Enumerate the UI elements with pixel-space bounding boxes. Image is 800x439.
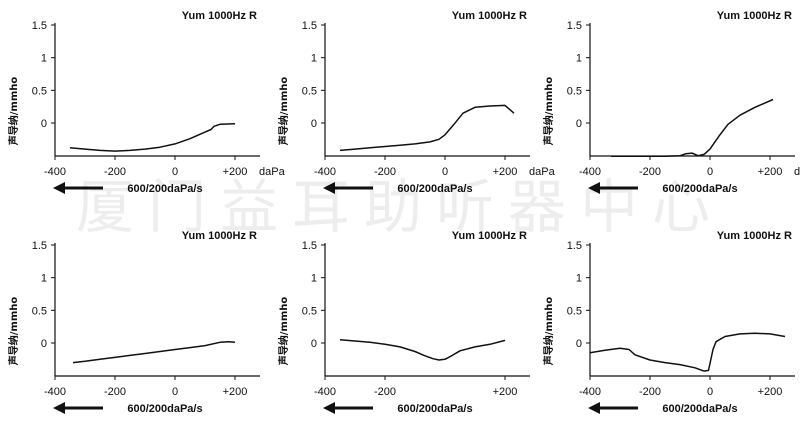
x-tick-label: -400 bbox=[314, 166, 336, 178]
left-arrow-icon bbox=[53, 402, 65, 414]
y-tick-label: 1.5 bbox=[302, 20, 317, 32]
y-tick-label: 0.5 bbox=[567, 85, 582, 97]
y-tick-label: 0 bbox=[311, 118, 317, 130]
series-line bbox=[69, 122, 236, 152]
chart-title: Yum 1000Hz R bbox=[182, 10, 257, 22]
y-axis-label: 声导纳/mmho bbox=[542, 77, 555, 147]
chart-title: Yum 1000Hz R bbox=[717, 230, 792, 242]
y-tick-label: 1.5 bbox=[302, 240, 317, 252]
series-line bbox=[72, 340, 236, 364]
x-tick-label: +200 bbox=[223, 386, 248, 398]
rate-label: 600/200daPa/s bbox=[397, 403, 472, 415]
series-line bbox=[339, 104, 515, 152]
x-tick-label: 0 bbox=[707, 386, 713, 398]
y-axis-label: 声导纳/mmho bbox=[7, 297, 20, 367]
y-tick-label: 0.5 bbox=[32, 85, 47, 97]
y-tick-label: 1.5 bbox=[32, 240, 47, 252]
chart-title: Yum 1000Hz R bbox=[452, 10, 527, 22]
panel-4: Yum 1000Hz R 0 0.5 1 1.5 声导纳/mmho -400 -200 0 +20… bbox=[7, 230, 260, 415]
left-arrow-icon bbox=[323, 182, 335, 194]
x-tick-label: -400 bbox=[44, 386, 66, 398]
y-tick-label: 0.5 bbox=[567, 305, 582, 317]
x-tick-label: +200 bbox=[493, 166, 518, 178]
x-tick-label: +200 bbox=[493, 386, 518, 398]
y-tick-label: 0 bbox=[576, 338, 582, 350]
x-tick-label: +200 bbox=[758, 166, 783, 178]
x-tick-label: -200 bbox=[374, 166, 396, 178]
x-axis-unit: daPa bbox=[529, 166, 556, 178]
panel-6: Yum 1000Hz R 0 0.5 1 1.5 声导纳/mmho -400 -200 0 +20… bbox=[542, 230, 795, 415]
y-tick-label: 1 bbox=[311, 273, 317, 285]
x-tick-label: -400 bbox=[314, 386, 336, 398]
y-tick-label: 0 bbox=[576, 118, 582, 130]
panel-5: Yum 1000Hz R 0 0.5 1 1.5 声导纳/mmho -400 -200 +200… bbox=[277, 230, 530, 415]
x-tick-label: 0 bbox=[172, 166, 178, 178]
rate-label: 600/200daPa/s bbox=[662, 403, 737, 415]
rate-label: 600/200daPa/s bbox=[662, 183, 737, 195]
y-tick-label: 1 bbox=[311, 53, 317, 65]
y-tick-label: 0 bbox=[41, 338, 47, 350]
panel-3: Yum 1000Hz R 0 0.5 1 1.5 声导纳/mmho -400 -200 0 +20… bbox=[542, 10, 800, 195]
series-line bbox=[589, 332, 786, 372]
x-tick-label: 0 bbox=[442, 166, 448, 178]
chart-title: Yum 1000Hz R bbox=[717, 10, 792, 22]
left-arrow-icon bbox=[323, 402, 335, 414]
x-tick-label: +200 bbox=[223, 166, 248, 178]
x-tick-label: -400 bbox=[44, 166, 66, 178]
y-axis-label: 声导纳/mmho bbox=[542, 297, 555, 367]
y-tick-label: 0 bbox=[311, 338, 317, 350]
x-tick-label: 0 bbox=[172, 386, 178, 398]
y-axis-label: 声导纳/mmho bbox=[277, 297, 290, 367]
rate-label: 600/200daPa/s bbox=[127, 403, 202, 415]
series-line bbox=[611, 98, 774, 158]
x-tick-label: -200 bbox=[104, 166, 126, 178]
y-axis-label: 声导纳/mmho bbox=[277, 77, 290, 147]
chart-title: Yum 1000Hz R bbox=[182, 230, 257, 242]
x-tick-label: -200 bbox=[639, 386, 661, 398]
left-arrow-icon bbox=[588, 402, 600, 414]
x-tick-label: -400 bbox=[579, 386, 601, 398]
panel-2: Yum 1000Hz R 0 0.5 1 1.5 声导纳/mmho -400 -200 0 +20… bbox=[277, 10, 556, 195]
x-tick-label: -400 bbox=[579, 166, 601, 178]
y-tick-label: 0.5 bbox=[302, 85, 317, 97]
panel-1: Yum 1000Hz R 0 0.5 1 1.5 声导纳/mmho -400 -200 0 +20… bbox=[7, 10, 286, 195]
y-tick-label: 1.5 bbox=[567, 240, 582, 252]
rate-label: 600/200daPa/s bbox=[127, 183, 202, 195]
x-tick-label: 0 bbox=[707, 166, 713, 178]
y-tick-label: 0.5 bbox=[302, 305, 317, 317]
x-axis-unit: daPa bbox=[259, 166, 286, 178]
x-tick-label: +200 bbox=[758, 386, 783, 398]
x-axis-unit: daPa bbox=[794, 166, 800, 178]
y-tick-label: 0 bbox=[41, 118, 47, 130]
chart-title: Yum 1000Hz R bbox=[452, 230, 527, 242]
y-axis-label: 声导纳/mmho bbox=[7, 77, 20, 147]
y-tick-label: 1 bbox=[41, 53, 47, 65]
y-tick-label: 1 bbox=[576, 53, 582, 65]
x-tick-label: -200 bbox=[104, 386, 126, 398]
series-line bbox=[339, 338, 506, 361]
left-arrow-icon bbox=[588, 182, 600, 194]
x-tick-label: -200 bbox=[374, 386, 396, 398]
y-tick-label: 1.5 bbox=[32, 20, 47, 32]
y-tick-label: 1 bbox=[41, 273, 47, 285]
y-tick-label: 1 bbox=[576, 273, 582, 285]
left-arrow-icon bbox=[53, 182, 65, 194]
y-tick-label: 0.5 bbox=[32, 305, 47, 317]
x-tick-label: -200 bbox=[639, 166, 661, 178]
y-tick-label: 1.5 bbox=[567, 20, 582, 32]
rate-label: 600/200daPa/s bbox=[397, 183, 472, 195]
